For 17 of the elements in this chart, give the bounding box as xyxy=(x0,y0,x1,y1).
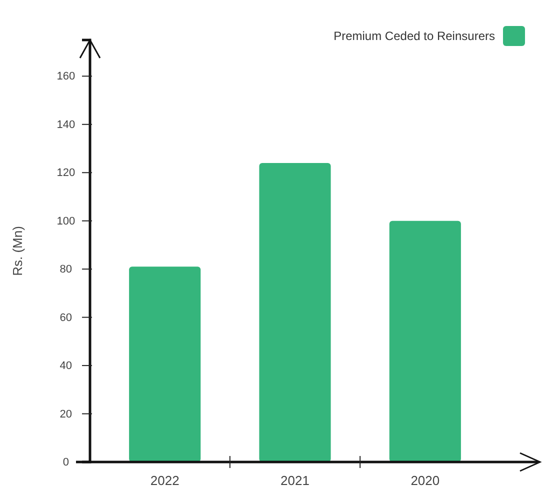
y-tick-label: 160 xyxy=(56,70,76,83)
x-tick-label: 2020 xyxy=(410,473,440,488)
bar xyxy=(389,220,461,462)
bar xyxy=(129,266,201,462)
legend-label: Premium Ceded to Reinsurers xyxy=(334,29,495,44)
y-tick-label: 20 xyxy=(60,408,72,420)
bar xyxy=(259,162,331,462)
y-axis-title: Rs. (Mn) xyxy=(10,226,25,276)
y-tick-label: 80 xyxy=(60,264,72,276)
x-tick-label: 2021 xyxy=(280,473,310,488)
y-tick-label: 0 xyxy=(62,456,69,469)
x-tick-label: 2022 xyxy=(150,473,180,488)
y-tick-label: 120 xyxy=(56,167,76,180)
y-tick-label: 140 xyxy=(56,118,76,131)
y-tick-label: 40 xyxy=(60,360,72,372)
y-tick-label: 100 xyxy=(56,215,76,228)
y-tick-label: 60 xyxy=(60,312,72,324)
